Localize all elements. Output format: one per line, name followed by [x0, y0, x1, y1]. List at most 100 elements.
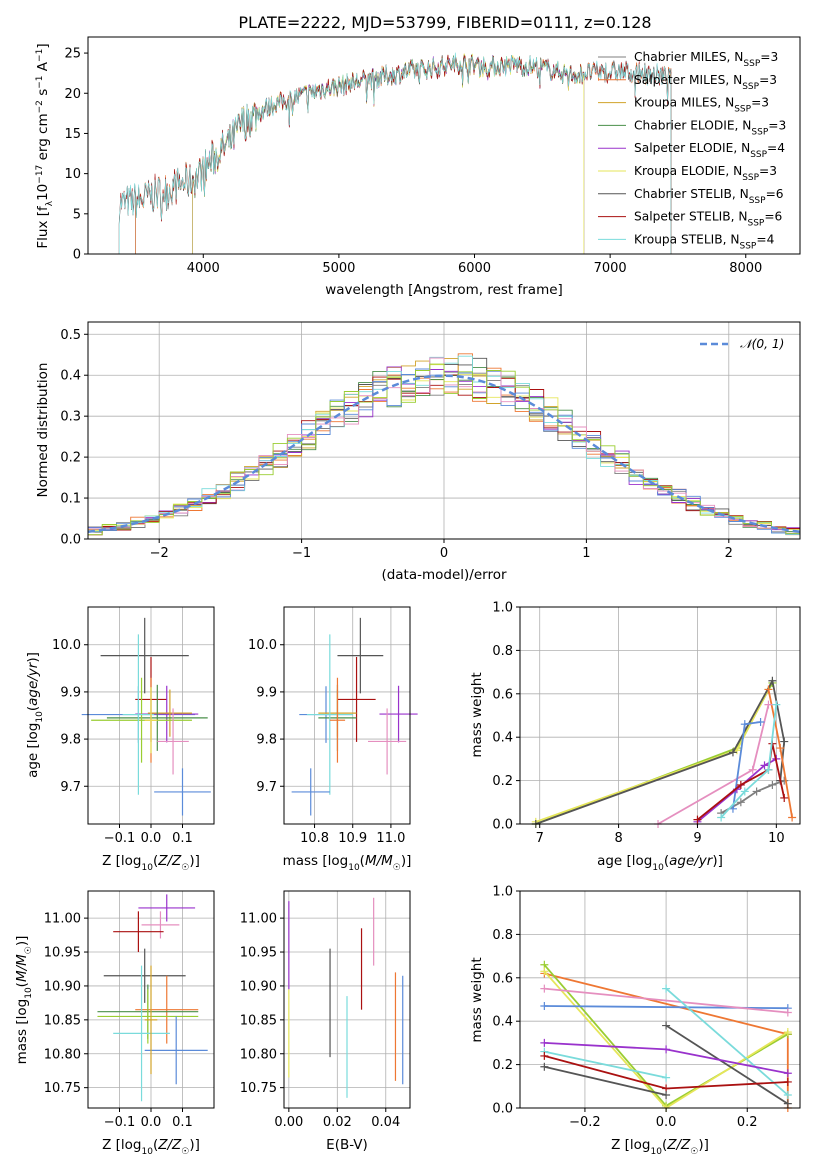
z_weight-ytick-label: 0.4 [492, 1015, 513, 1030]
z_weight-ytick-label: 0.8 [492, 928, 513, 943]
residuals-ytick-label: 0.0 [60, 533, 81, 548]
ebv_mass-xtick-label: 0.04 [371, 1115, 400, 1130]
ebv_mass-ytick-label: 11.00 [240, 912, 277, 927]
age_weight-point-marker [764, 765, 773, 774]
mass-age-panel: 10.8 10.9 11.0 9.7 9.8 9.9 10.0 mass [log10(M/… [248, 606, 418, 873]
residual-xlabel: (data-model)/error [381, 567, 507, 583]
age_weight-point-marker [780, 737, 789, 746]
spectrum-series-line [192, 55, 585, 254]
z_weight-series-line [665, 987, 789, 1096]
residual-histograms [87, 353, 801, 536]
spectrum-legend-label: Chabrier MILES, NSSP=3 [634, 50, 778, 69]
spectrum-ylabel: Flux [fλ10−17 erg cm−2 s−1 A−1] [35, 43, 55, 248]
residuals-ytick-label: 0.5 [60, 328, 81, 343]
z_weight-point-marker [540, 1038, 549, 1047]
age_weight-point-marker [780, 776, 789, 785]
z_weight-point-marker [540, 1062, 549, 1071]
age_weight-ytick-label: 0.2 [492, 774, 513, 789]
age_weight-series-line [535, 678, 786, 825]
mass_age-ytick-label: 9.7 [256, 780, 277, 795]
z_weight-point-marker [783, 1008, 792, 1017]
spectrum-legend-label: Kroupa ELODIE, NSSP=3 [634, 164, 777, 183]
z-weight-frame [519, 890, 801, 1109]
spectrum-lines [118, 52, 672, 254]
z-mass-xlabel: Z [log10(Z/Z☉)] [102, 1137, 200, 1157]
age_weight-point-marker [748, 765, 757, 774]
z-mass-panel: −0.1 0.0 0.1 10.75 10.80 10.85 10.90 10.95 11.00… [14, 890, 215, 1157]
age_weight-ytick-label: 0.4 [492, 731, 513, 746]
mass_age-xtick-label: 11.0 [376, 831, 405, 846]
age_weight-ytick-label: 0.8 [492, 644, 513, 659]
spectrum-ytick-label: 5 [73, 207, 81, 222]
spectrum-panel: 4000 5000 6000 7000 8000 0 5 10 15 20 25 wavelengt… [35, 36, 801, 298]
age_weight-ytick-label: 0.6 [492, 687, 513, 702]
age_weight-ytick-label: 1.0 [492, 601, 513, 616]
age_weight-xtick-label: 10 [768, 831, 785, 846]
z_mass-ytick-label: 10.90 [44, 979, 81, 994]
spectrum-ytick-label: 20 [64, 87, 81, 102]
spectrum-frame [87, 36, 801, 255]
ebv-mass-panel: 0.00 0.02 0.04 10.75 10.80 10.85 10.90 10.95 11.… [240, 890, 411, 1153]
z-mass-ylabel: mass [log10(M/M☉)] [14, 936, 34, 1065]
age_weight-point-marker [736, 798, 745, 807]
residual-panel: −2 −1 0 1 2 0.0 0.1 0.2 0.3 0.4 0.5 (data-model)/e… [35, 321, 801, 583]
figure-title: PLATE=2222, MJD=53799, FIBERID=0111, z=0… [238, 13, 651, 32]
spectrum-ytick-label: 0 [73, 248, 81, 263]
age_weight-point-marker [728, 748, 737, 757]
age_weight-point-marker [756, 718, 765, 727]
age_weight-point-marker [764, 700, 773, 709]
residuals-ytick-label: 0.2 [60, 451, 81, 466]
residuals-ytick-label: 0.1 [60, 492, 81, 507]
z_weight-series-line [665, 1024, 789, 1105]
spectrum-xtick-label: 4000 [187, 261, 220, 276]
age-weight-panel: 7 8 9 10 0.0 0.2 0.4 0.6 0.8 1.0 age [log10(age/y… [469, 601, 801, 873]
z_mass-ytick-label: 10.75 [44, 1081, 81, 1096]
z_weight-series-line [544, 987, 788, 1014]
z_weight-point-marker [783, 1077, 792, 1086]
z_weight-point-marker [783, 1069, 792, 1078]
ebv-mass-frame [283, 890, 411, 1109]
z_weight-point-marker [662, 984, 671, 993]
z-age-panel: −0.1 0.0 0.19.79.89.910.0 Z [log10(Z/Z☉)] … [25, 606, 215, 873]
z_mass-ytick-label: 10.85 [44, 1013, 81, 1028]
residuals-xtick-label: −1 [292, 546, 311, 561]
spectrum-xlabel: wavelength [Angstrom, rest frame] [325, 282, 563, 298]
z_age-xtick-label: −0.1 [104, 831, 136, 846]
mass_age-xtick-label: 10.9 [338, 831, 367, 846]
spectrum-legend-label: Salpeter MILES, NSSP=3 [634, 73, 777, 92]
z_weight-point-marker [662, 1045, 671, 1054]
age-weight-frame [519, 606, 801, 825]
z_weight-xtick-label: 0.0 [656, 1115, 677, 1130]
mass-age-xlabel: mass [log10(M/M☉)] [283, 853, 412, 873]
z-age-xlabel: Z [log10(Z/Z☉)] [102, 853, 200, 873]
z-weight-xlabel: Z [log10(Z/Z☉)] [611, 1137, 709, 1157]
z-weight-panel: −0.2 0.0 0.2 0.0 0.2 0.4 0.6 0.8 1.0 Z [log10(Z/… [469, 885, 801, 1157]
z_weight-point-marker [540, 984, 549, 993]
ebv_mass-ytick-label: 10.75 [240, 1081, 277, 1096]
age_weight-point-marker [768, 676, 777, 685]
z_weight-point-marker [662, 1073, 671, 1082]
residuals-ytick-label: 0.3 [60, 410, 81, 425]
residuals-xtick-label: −2 [150, 546, 169, 561]
z_weight-point-marker [783, 1090, 792, 1099]
z_weight-point-marker [540, 1002, 549, 1011]
mass-age-errorbars [291, 617, 418, 816]
age_weight-point-marker [780, 793, 789, 802]
age_weight-point-marker [772, 700, 781, 709]
z_age-xtick-label: 0.1 [172, 831, 193, 846]
z_weight-point-marker [540, 1051, 549, 1060]
spectrum-ytick-label: 10 [64, 167, 81, 182]
z_weight-ytick-label: 0.0 [492, 1102, 513, 1117]
z_age-ytick-label: 9.9 [60, 685, 81, 700]
residuals-xtick-label: 1 [582, 546, 590, 561]
z_weight-point-marker [540, 967, 549, 976]
z_mass-ytick-label: 10.80 [44, 1047, 81, 1062]
spectrum-legend-label: Kroupa MILES, NSSP=3 [634, 96, 769, 115]
z_mass-ytick-label: 11.00 [44, 912, 81, 927]
z_weight-point-marker [783, 1099, 792, 1108]
mass-age-frame [283, 606, 411, 825]
ebv_mass-ytick-label: 10.90 [240, 979, 277, 994]
age_weight-point-marker [768, 780, 777, 789]
residuals-xtick-label: 2 [725, 546, 733, 561]
